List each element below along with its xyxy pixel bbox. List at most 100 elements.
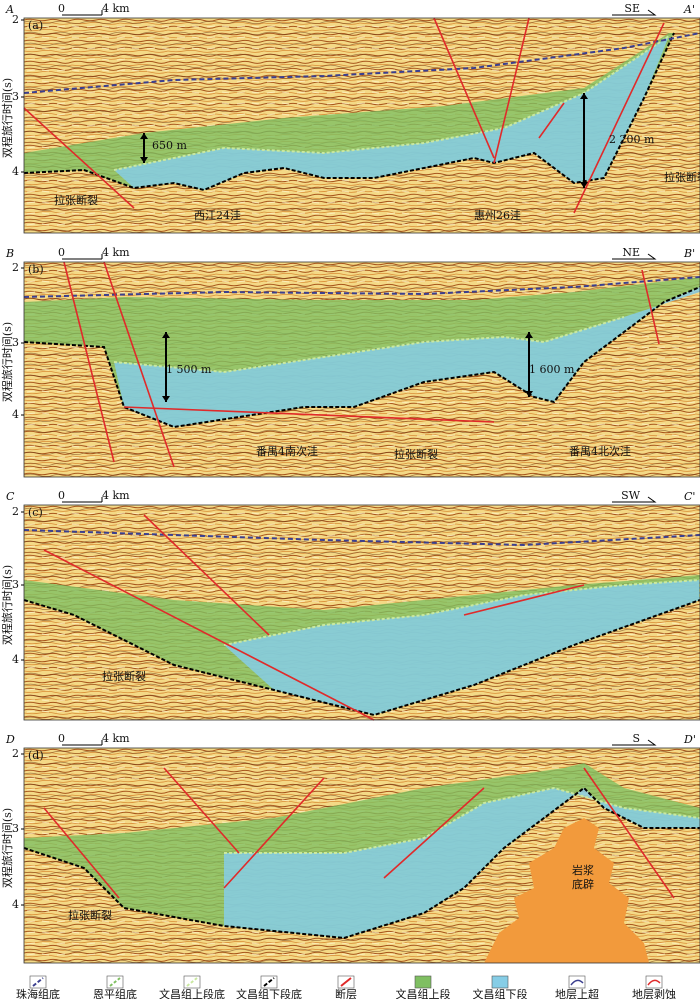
fault	[433, 17, 495, 159]
panel-label: (d)	[28, 749, 44, 762]
legend-box	[491, 975, 509, 989]
annotation: 1 600 m	[529, 363, 575, 376]
basement	[23, 599, 700, 717]
y-tick-label: 3	[12, 336, 19, 349]
annotation: 1 500 m	[166, 363, 212, 376]
horizon	[23, 529, 700, 547]
scale-zero: 0	[58, 732, 65, 745]
legend-line	[32, 977, 44, 987]
fault	[538, 102, 565, 139]
fault	[493, 17, 530, 164]
legend-box	[568, 975, 586, 989]
legend-label: 珠海组底	[16, 987, 60, 999]
fault	[163, 767, 240, 854]
lower-unit	[224, 580, 700, 715]
basement	[23, 286, 700, 429]
direction-arrow	[612, 253, 657, 260]
legend-onlap	[570, 979, 584, 986]
direction: SE	[624, 2, 640, 15]
section-end: C'	[684, 490, 695, 503]
scale-zero: 0	[58, 489, 65, 502]
lower-unit	[114, 287, 700, 427]
legend-line	[340, 977, 352, 987]
y-tick-label: 2	[12, 13, 19, 26]
scale-km: 4 km	[102, 246, 130, 259]
y-axis-label: 双程旅行时间(s)	[0, 808, 14, 888]
annotation: 西江24洼	[194, 208, 241, 222]
fault	[641, 269, 660, 345]
section-start: B	[5, 247, 14, 260]
annotation: 番禺4南次洼	[256, 444, 318, 458]
legend-label: 文昌组上段底	[159, 987, 225, 999]
direction-arrow	[612, 9, 657, 16]
section-start: A	[5, 3, 14, 16]
panel-label: (b)	[28, 263, 44, 276]
frame	[23, 17, 700, 234]
annotation: 拉张断裂	[54, 193, 98, 207]
legend-line	[109, 977, 121, 987]
direction: S	[632, 732, 640, 745]
direction: SW	[621, 489, 641, 502]
direction: NE	[622, 246, 640, 259]
basement	[23, 786, 700, 940]
section-end: D'	[683, 733, 696, 746]
annotation: 拉张断裂	[394, 447, 438, 461]
annotation: 拉张断裂	[68, 908, 112, 922]
y-tick-label: 2	[12, 747, 19, 760]
legend-line	[186, 977, 198, 987]
annotation: 底辟	[572, 877, 594, 891]
section-start: C	[6, 490, 15, 503]
legend-label: 文昌组下段	[473, 987, 528, 999]
fault	[43, 549, 375, 721]
horizon	[23, 276, 700, 298]
y-axis-label: 双程旅行时间(s)	[0, 78, 14, 158]
y-tick-label: 3	[12, 822, 19, 835]
y-tick-label: 4	[12, 408, 19, 421]
upper-base	[113, 316, 625, 374]
scale-km: 4 km	[102, 732, 130, 745]
annotation: 岩浆	[572, 863, 594, 877]
panel-label: (a)	[28, 19, 43, 32]
fault	[223, 777, 325, 889]
legend-line	[263, 977, 275, 987]
fault	[383, 787, 485, 879]
annotation: 650 m	[152, 139, 187, 152]
y-tick-label: 4	[12, 165, 19, 178]
frame	[23, 261, 700, 478]
upper-base	[224, 786, 700, 854]
scale-zero: 0	[58, 2, 65, 15]
fault	[463, 584, 585, 616]
fault	[143, 514, 270, 636]
legend-label: 文昌组下段底	[236, 987, 302, 999]
legend-label: 地层剥蚀	[632, 987, 676, 999]
arrow-head	[140, 133, 148, 163]
legend-label: 文昌组上段	[396, 987, 451, 999]
y-tick-label: 2	[12, 261, 19, 274]
fault	[103, 261, 175, 468]
scale-zero: 0	[58, 246, 65, 259]
y-tick-label: 3	[12, 90, 19, 103]
scale-km: 4 km	[102, 2, 130, 15]
lower-unit	[114, 36, 669, 190]
legend-label: 断层	[335, 987, 357, 999]
fault	[43, 807, 120, 899]
upper-base	[223, 578, 700, 646]
annotation: 2 200 m	[609, 133, 655, 146]
annotation: 番禺4北次洼	[569, 444, 631, 458]
panel: 650 m2 200 m拉张断裂拉张断裂西江24洼惠州26洼(a)	[23, 17, 700, 234]
section-end: B'	[683, 247, 695, 260]
y-tick-label: 2	[12, 505, 19, 518]
panel: 拉张断裂 (c)	[23, 504, 700, 721]
direction-arrow	[612, 739, 657, 746]
annotation: 拉张断裂	[102, 669, 146, 683]
magma-diapir	[484, 818, 649, 963]
annotation: 惠州26洼	[474, 208, 521, 222]
fault	[63, 261, 115, 463]
legend-box	[645, 975, 663, 989]
scale-km: 4 km	[102, 489, 130, 502]
legend-box	[414, 975, 432, 989]
direction-arrow	[612, 496, 657, 503]
panel-label: (c)	[28, 506, 43, 519]
